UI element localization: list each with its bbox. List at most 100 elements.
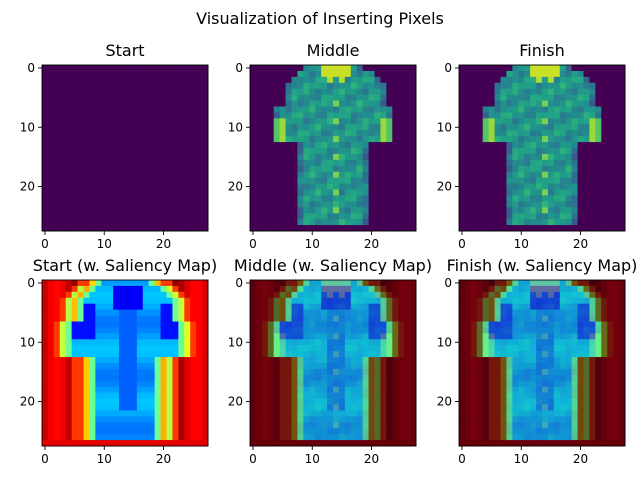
heatmap-cell [559, 82, 567, 90]
heatmap-cell [553, 88, 561, 96]
heatmap-cell [101, 106, 108, 113]
heatmap-cell [410, 195, 417, 202]
heatmap-cell [488, 309, 495, 316]
heatmap-cell [196, 177, 203, 184]
heatmap-cell [338, 386, 346, 394]
heatmap-cell [619, 165, 626, 173]
heatmap-cell [315, 303, 322, 311]
heatmap-cell [374, 392, 381, 399]
heatmap-cell [285, 94, 292, 101]
heatmap-cell [601, 94, 608, 101]
heatmap-cell [291, 321, 298, 328]
heatmap-cell [315, 130, 322, 137]
heatmap-cell [333, 124, 340, 131]
heatmap-cell [542, 440, 549, 447]
heatmap-cell [95, 118, 102, 125]
heatmap-cell [297, 177, 304, 184]
heatmap-cell [482, 303, 490, 311]
heatmap-cell [250, 195, 257, 202]
heatmap-cell [77, 309, 84, 316]
heatmap-cell [338, 416, 346, 423]
heatmap-cell [267, 124, 275, 131]
heatmap-cell [512, 363, 519, 370]
heatmap-cell [148, 165, 156, 173]
heatmap-cell [142, 434, 150, 441]
heatmap-cell [65, 422, 73, 429]
heatmap-cell [386, 339, 393, 346]
heatmap-cell [291, 297, 298, 305]
heatmap-cell [589, 339, 596, 346]
heatmap-cell [196, 345, 203, 352]
heatmap-cell [459, 333, 466, 340]
heatmap-cell [166, 357, 173, 364]
heatmap-cell [42, 422, 49, 429]
heatmap-cell [273, 345, 281, 352]
heatmap-cell [488, 386, 495, 394]
heatmap-cell [255, 434, 263, 441]
heatmap-cell [160, 112, 167, 119]
heatmap-cell [488, 428, 495, 435]
heatmap-cell [190, 112, 197, 119]
heatmap-cell [595, 368, 602, 376]
heatmap-cell [297, 100, 304, 107]
heatmap-cell [172, 374, 179, 382]
heatmap-cell [83, 65, 90, 72]
heatmap-cell [565, 380, 573, 388]
heatmap-cell [356, 315, 364, 322]
heatmap-cell [547, 297, 555, 305]
heatmap-cell [565, 398, 573, 405]
heatmap-cell [136, 142, 144, 149]
heatmap-cell [595, 118, 602, 125]
axes-frame [458, 279, 626, 447]
heatmap-cell [559, 392, 567, 399]
heatmap-cell [172, 333, 179, 340]
heatmap-cell [267, 428, 275, 435]
heatmap-cell [506, 398, 513, 405]
heatmap-cell [524, 159, 531, 167]
heatmap-cell [196, 428, 203, 435]
heatmap-cell [571, 207, 578, 214]
heatmap-cell [250, 82, 257, 90]
heatmap-cell [119, 112, 126, 119]
heatmap-cell [297, 363, 304, 370]
heatmap-cell [601, 106, 608, 113]
y-tick-label: 10 [20, 120, 35, 134]
heatmap-cell [130, 297, 138, 305]
heatmap-cell [148, 398, 156, 405]
heatmap-cell [184, 76, 191, 84]
heatmap-cell [267, 70, 275, 78]
heatmap-cell [368, 440, 375, 447]
heatmap-cell [356, 339, 364, 346]
heatmap-cell [482, 130, 490, 137]
heatmap-cell [71, 225, 78, 232]
heatmap-cell [291, 136, 298, 143]
heatmap-cell [530, 195, 537, 202]
heatmap-cell [362, 392, 369, 399]
heatmap-cell [196, 380, 203, 388]
heatmap-cell [494, 183, 501, 190]
heatmap-cell [327, 380, 334, 388]
heatmap-cell [392, 124, 399, 131]
heatmap-cell [368, 189, 375, 196]
heatmap-cell [512, 195, 519, 202]
heatmap-cell [380, 124, 387, 131]
heatmap-cell [297, 357, 304, 364]
heatmap-cell [101, 380, 108, 388]
heatmap-cell [65, 159, 73, 167]
heatmap-cell [77, 201, 84, 208]
heatmap-cell [530, 291, 537, 299]
heatmap-cell [148, 159, 156, 167]
heatmap-cell [595, 416, 602, 423]
heatmap-cell [619, 422, 626, 429]
heatmap-cell [536, 357, 543, 364]
heatmap-cell [488, 153, 495, 161]
heatmap-cell [512, 428, 519, 435]
heatmap-cell [309, 398, 316, 405]
heatmap-cell [136, 374, 144, 382]
heatmap-cell [380, 303, 387, 311]
heatmap-cell [607, 303, 614, 311]
heatmap-cell [142, 177, 150, 184]
heatmap-cell [142, 422, 150, 429]
heatmap-cell [482, 195, 490, 202]
